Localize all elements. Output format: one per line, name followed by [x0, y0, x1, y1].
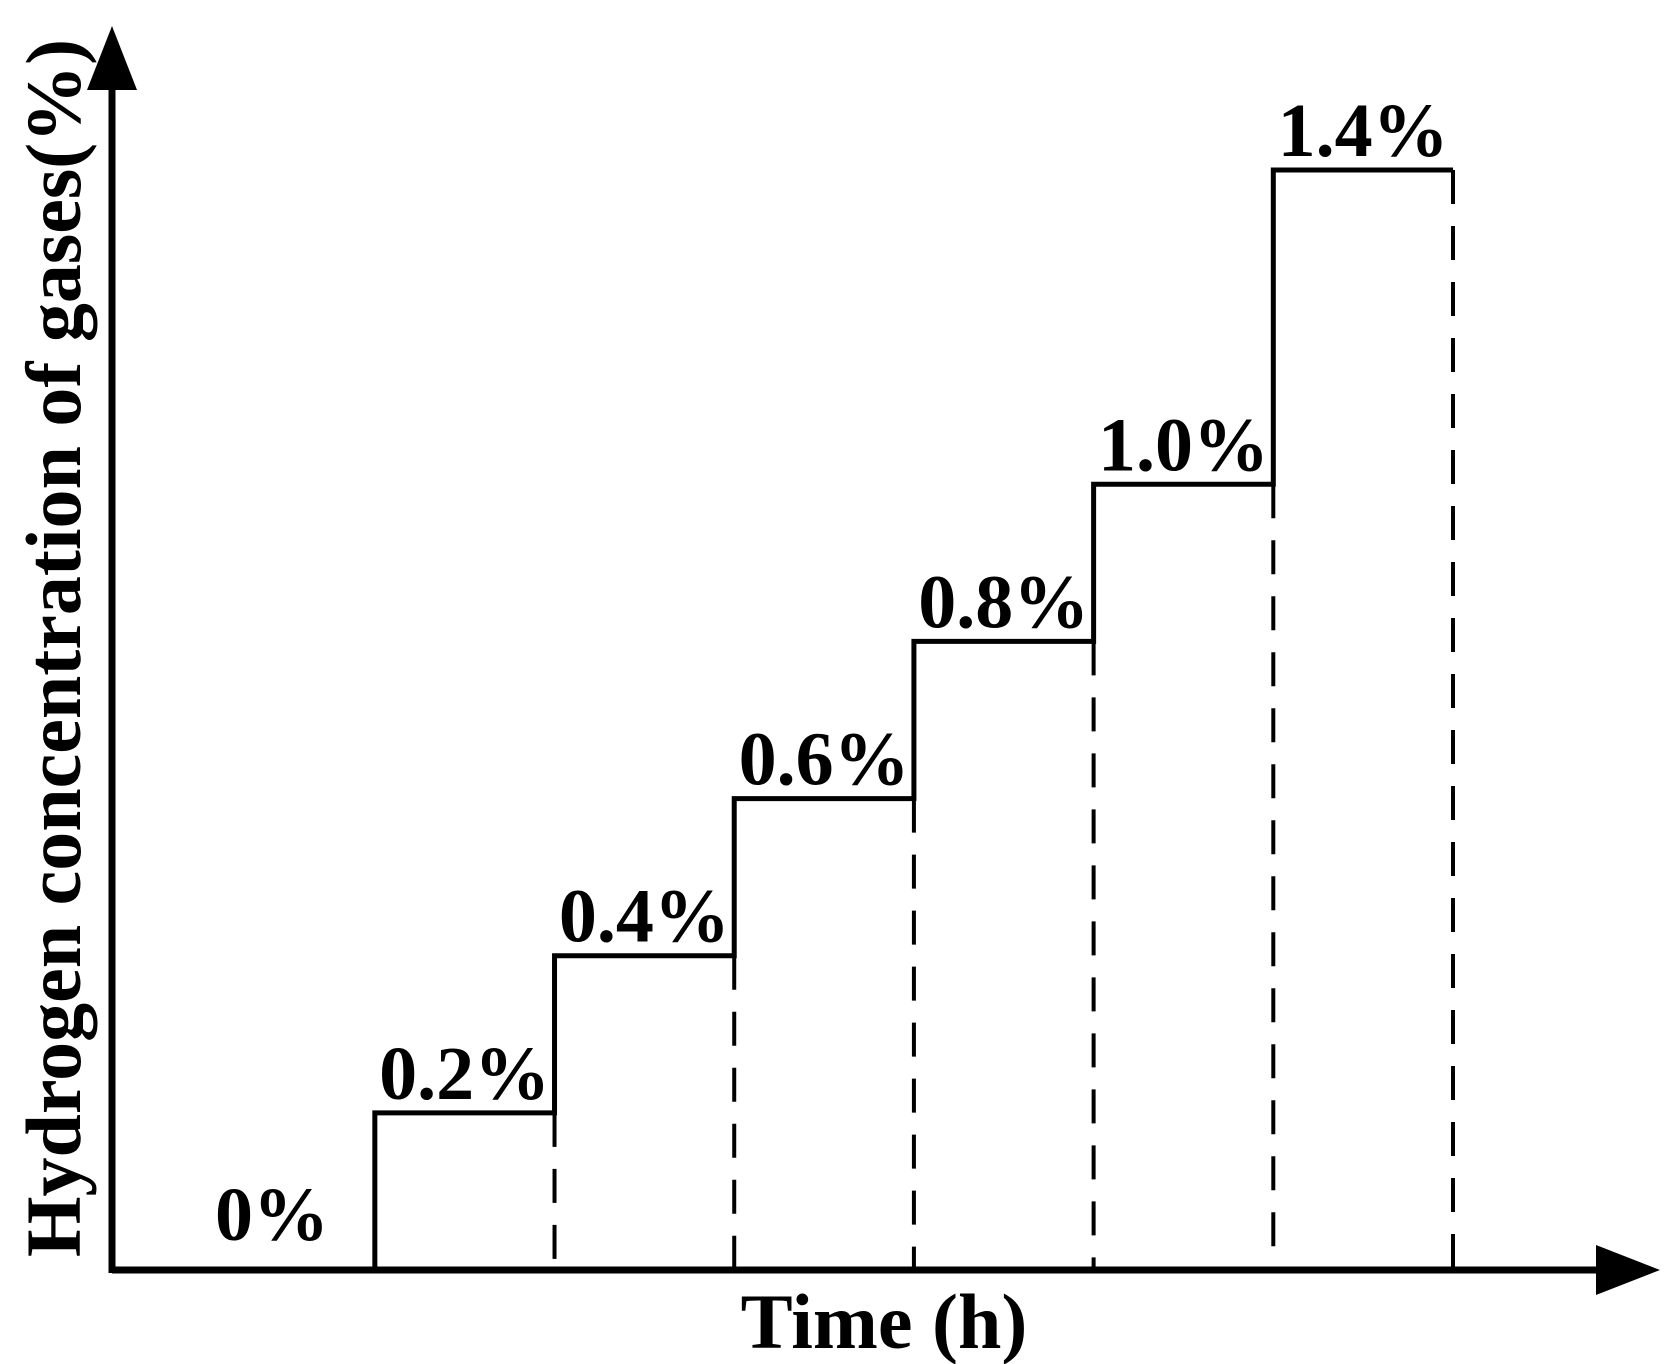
- y-axis-title: Hydrogen concentration of gases(%): [10, 39, 97, 1257]
- step-value-label: 0.2%: [379, 1032, 550, 1116]
- step-value-label: 0.8%: [918, 560, 1089, 644]
- x-axis-arrow: [1596, 1245, 1660, 1295]
- step-value-label: 0.4%: [559, 875, 730, 959]
- step-value-label: 0.6%: [739, 718, 910, 802]
- stage-boundaries: [552, 170, 1455, 1270]
- x-axis-title: Time (h): [741, 1278, 1028, 1364]
- step-labels: 0% 0.2%0.4%0.6%0.8%1.0% 1.4%: [215, 89, 1449, 1257]
- y-axis-arrow: [87, 26, 137, 90]
- step-value-label: 1.4%: [1278, 89, 1449, 173]
- step-value-label: 0%: [215, 1173, 329, 1257]
- step-line: [112, 167, 1453, 1273]
- axes: [87, 26, 1660, 1295]
- step-value-label: 1.0%: [1098, 403, 1269, 487]
